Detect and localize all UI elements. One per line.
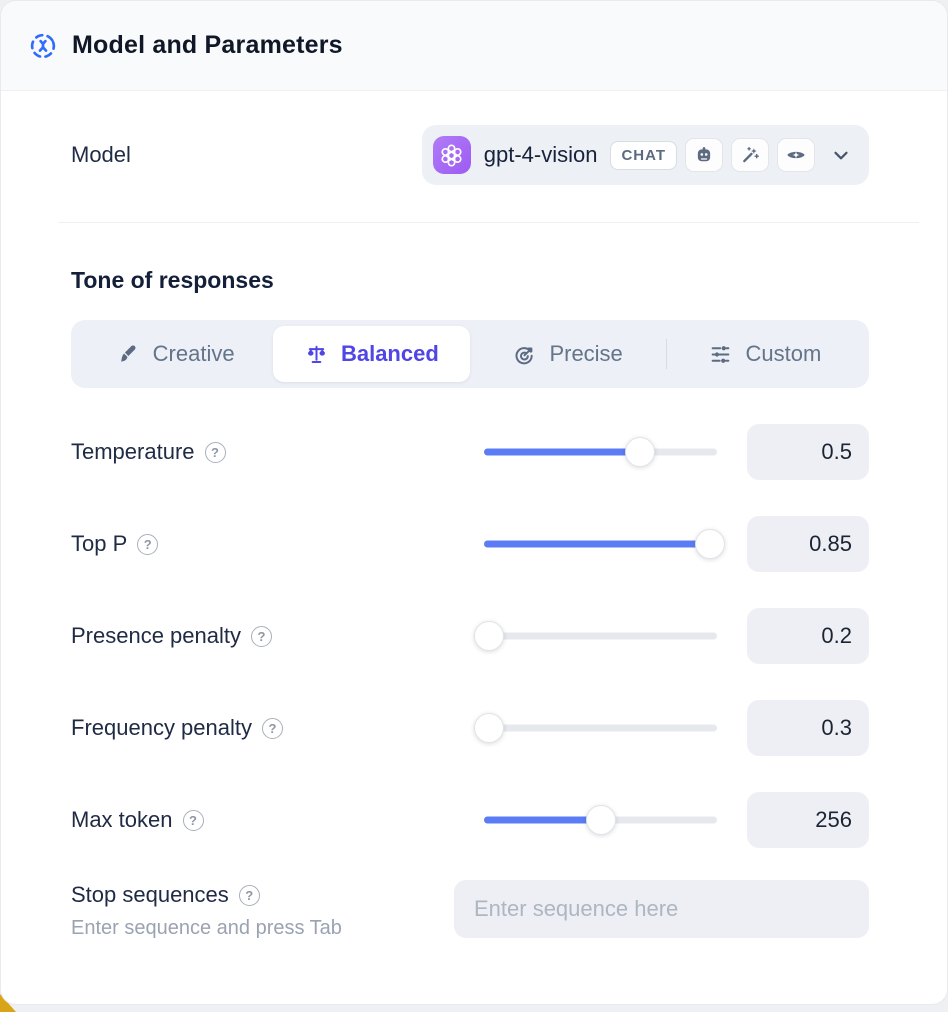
parameter-row-temperature: Temperature ? 0.5 [71, 424, 869, 480]
stop-sequences-row: Stop sequences ? Enter sequence and pres… [71, 880, 869, 940]
parameter-label: Max token [71, 807, 173, 832]
temperature-value[interactable]: 0.5 [747, 424, 869, 480]
tone-option-label: Creative [152, 341, 235, 366]
top-p-slider[interactable] [484, 529, 725, 559]
help-icon[interactable]: ? [262, 717, 283, 739]
help-icon[interactable]: ? [137, 533, 159, 555]
slider-fill [484, 540, 710, 548]
tone-separator [665, 339, 667, 369]
max-token-slider[interactable] [484, 805, 717, 835]
frequency-penalty-slider[interactable] [473, 713, 717, 743]
model-hub-icon [28, 31, 58, 61]
balance-scale-icon [307, 345, 325, 363]
tone-option-label: Precise [549, 341, 623, 366]
parameter-label: Frequency penalty [71, 715, 252, 740]
temperature-slider[interactable] [484, 437, 717, 467]
stop-sequence-input[interactable] [454, 880, 869, 938]
help-icon[interactable]: ? [251, 625, 272, 647]
selected-model-name: gpt-4-vision [483, 142, 598, 167]
model-label: Model [71, 142, 131, 167]
slider-fill [484, 816, 601, 824]
slider-thumb[interactable] [473, 621, 504, 651]
parameter-label: Top P [71, 531, 128, 556]
model-type-badge: CHAT [610, 140, 677, 170]
frequency-penalty-value[interactable]: 0.3 [747, 700, 869, 756]
vision-eye-icon [777, 138, 815, 172]
top-p-value[interactable]: 0.85 [747, 516, 869, 572]
presence-penalty-value[interactable]: 0.2 [747, 608, 869, 664]
tone-option-label: Balanced [340, 341, 439, 366]
tone-option-precise[interactable]: Precise [470, 326, 666, 382]
slider-fill [484, 448, 641, 456]
tone-option-creative[interactable]: Creative [77, 326, 273, 382]
help-icon[interactable]: ? [238, 884, 260, 906]
chevron-down-icon [829, 143, 853, 167]
slider-thumb[interactable] [695, 529, 725, 559]
tone-option-balanced[interactable]: Balanced [273, 326, 470, 382]
stop-sequences-hint: Enter sequence and press Tab [71, 917, 342, 939]
tone-section-label: Tone of responses [71, 267, 274, 293]
stop-sequences-label: Stop sequences [71, 882, 229, 907]
magic-wand-icon [731, 138, 769, 172]
slider-thumb[interactable] [585, 805, 616, 835]
help-icon[interactable]: ? [182, 809, 204, 831]
sliders-icon [712, 345, 730, 363]
parameter-label: Temperature [71, 439, 195, 464]
openai-logo-icon [432, 136, 471, 174]
paintbrush-icon [120, 344, 136, 362]
section-divider [58, 222, 919, 223]
target-arrow-icon [516, 346, 534, 364]
slider-thumb[interactable] [473, 713, 504, 743]
slider-thumb[interactable] [625, 437, 656, 467]
tone-option-label: Custom [745, 341, 822, 366]
parameter-row-frequency-penalty: Frequency penalty ? 0.3 [71, 700, 869, 756]
model-select-dropdown[interactable]: gpt-4-vision CHAT [421, 125, 869, 185]
tone-segmented-control: Creative Balanced Pre [71, 320, 869, 388]
max-token-value[interactable]: 256 [747, 792, 869, 848]
help-icon[interactable]: ? [204, 441, 226, 463]
parameter-row-max-token: Max token ? 256 [71, 792, 869, 848]
presence-penalty-slider[interactable] [473, 621, 717, 651]
model-row: Model gpt-4-vision CH [71, 125, 869, 185]
robot-icon [685, 138, 723, 172]
panel-header: Model and Parameters [1, 1, 947, 91]
slider-track [484, 724, 717, 732]
parameter-row-presence-penalty: Presence penalty ? 0.2 [71, 608, 869, 664]
parameter-label: Presence penalty [71, 623, 241, 648]
parameter-row-top-p: Top P ? 0.85 [71, 516, 869, 572]
tone-option-custom[interactable]: Custom [667, 326, 863, 382]
panel-title: Model and Parameters [72, 31, 343, 59]
slider-track [484, 632, 717, 640]
